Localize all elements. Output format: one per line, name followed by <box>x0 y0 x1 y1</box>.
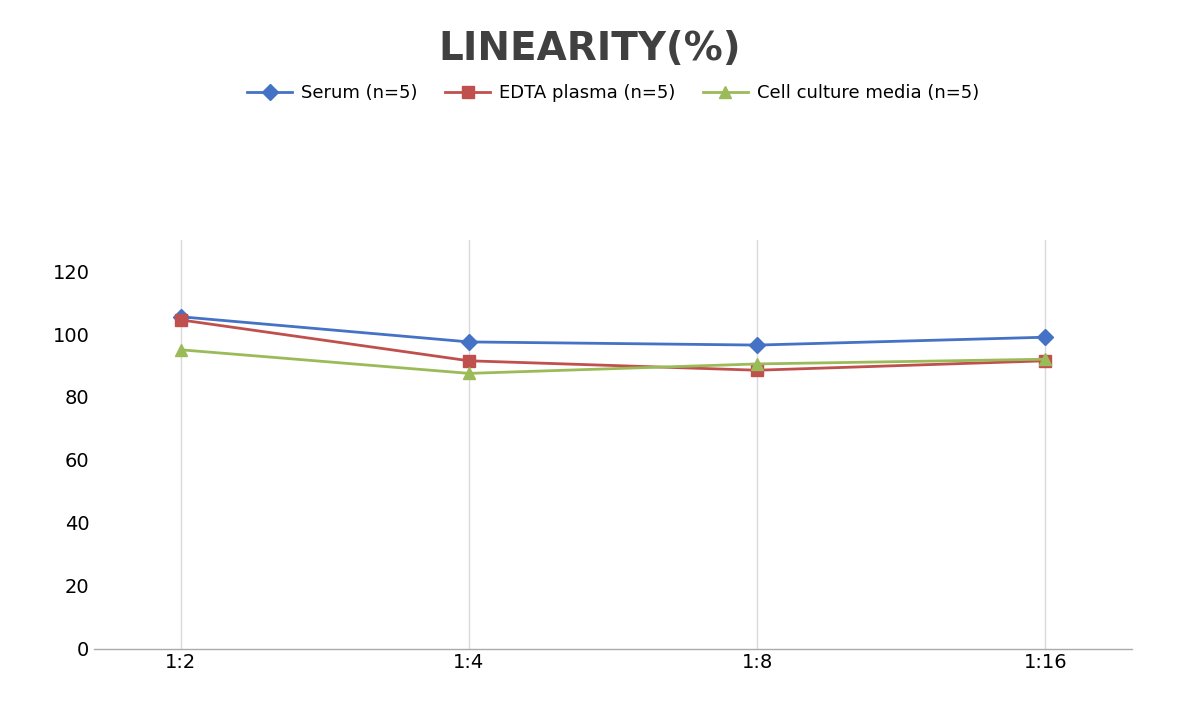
Cell culture media (n=5) <box>750 360 764 368</box>
Cell culture media (n=5) <box>1039 355 1053 364</box>
Legend: Serum (n=5), EDTA plasma (n=5), Cell culture media (n=5): Serum (n=5), EDTA plasma (n=5), Cell cul… <box>241 77 986 109</box>
Serum (n=5) <box>750 341 764 349</box>
Line: Serum (n=5): Serum (n=5) <box>176 311 1050 350</box>
Text: LINEARITY(%): LINEARITY(%) <box>439 30 740 68</box>
EDTA plasma (n=5) <box>750 366 764 374</box>
EDTA plasma (n=5) <box>462 357 476 365</box>
Line: EDTA plasma (n=5): EDTA plasma (n=5) <box>176 314 1050 376</box>
Cell culture media (n=5) <box>462 369 476 378</box>
Serum (n=5) <box>462 338 476 346</box>
EDTA plasma (n=5) <box>1039 357 1053 365</box>
Serum (n=5) <box>1039 333 1053 341</box>
Line: Cell culture media (n=5): Cell culture media (n=5) <box>174 343 1052 379</box>
Cell culture media (n=5) <box>173 345 187 354</box>
Serum (n=5) <box>173 312 187 321</box>
EDTA plasma (n=5) <box>173 316 187 324</box>
